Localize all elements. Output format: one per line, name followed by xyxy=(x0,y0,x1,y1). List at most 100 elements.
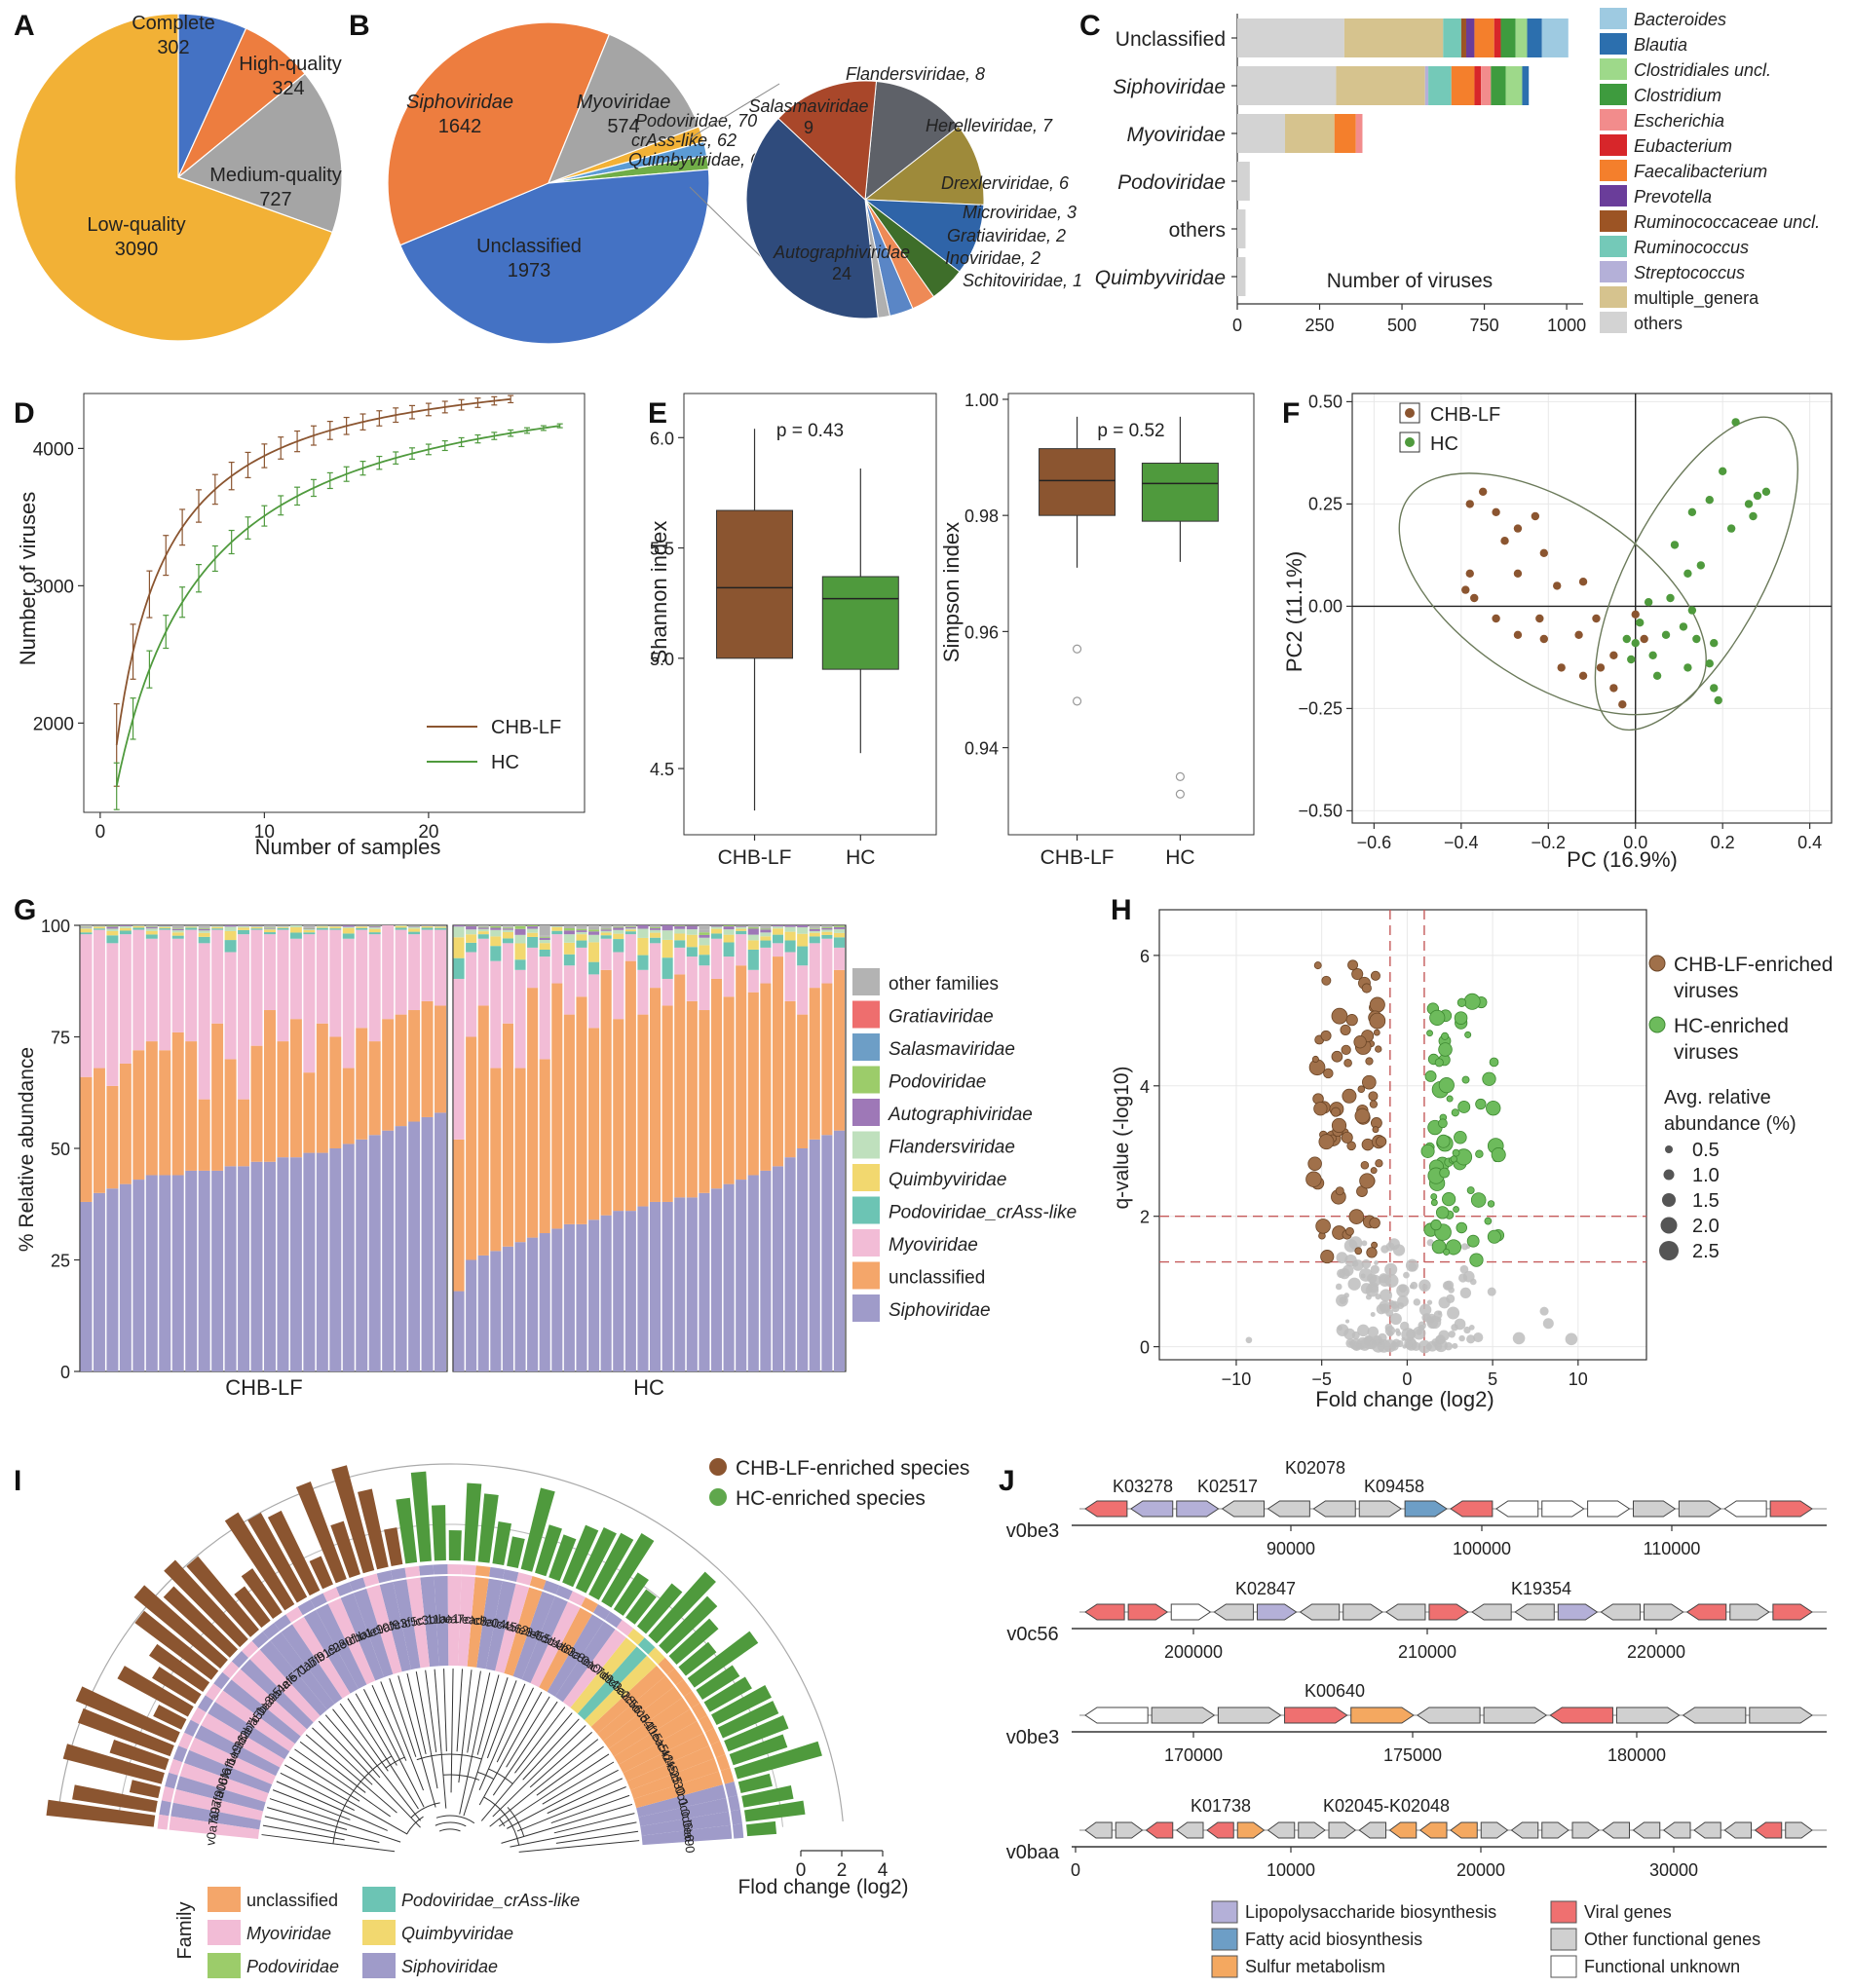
g-bar-flanders xyxy=(502,929,513,932)
j-gene-arrow xyxy=(1221,1500,1265,1518)
h-point-hc xyxy=(1453,1206,1459,1213)
g-bar-autograph xyxy=(490,927,502,930)
i-foldchange-bar xyxy=(636,1583,683,1634)
f-frame-border xyxy=(1351,393,1833,824)
i-family-band xyxy=(608,1697,691,1757)
g-bar-myoviridae xyxy=(477,938,489,1006)
g-bar-crass xyxy=(576,940,587,948)
c-bar-segment xyxy=(1500,19,1516,57)
i-tree-branch xyxy=(501,1827,553,1844)
i-tree-branch xyxy=(425,1669,437,1752)
g-bar-myoviridae xyxy=(93,929,105,1069)
h-point-ns xyxy=(1245,1336,1253,1344)
i-tree-branch xyxy=(507,1808,546,1829)
h-point-chb xyxy=(1351,967,1364,981)
g-legend-swatch xyxy=(852,1066,880,1094)
g-legend-swatch xyxy=(852,1033,880,1061)
j-gene-arrow xyxy=(1127,1603,1169,1621)
c-legend-label: Clostridium xyxy=(1634,86,1721,105)
f-ytick-label: 0.50 xyxy=(1308,392,1342,411)
g-bar-podo xyxy=(490,925,502,928)
g-bar-autograph xyxy=(527,926,539,929)
i-tree-branch xyxy=(545,1769,619,1810)
j-track-tick-label: 110000 xyxy=(1644,1539,1701,1558)
g-legend-label: other families xyxy=(889,974,999,994)
pie-value-complete: 302 xyxy=(157,37,189,58)
f-point-chb-lf xyxy=(1592,614,1601,623)
f-point-hc xyxy=(1648,651,1657,659)
i-tree-branch xyxy=(516,1818,550,1832)
c-legend-label: Escherichia xyxy=(1634,111,1724,131)
g-bar-myoviridae xyxy=(408,934,421,1011)
c-bar-segment xyxy=(1334,114,1356,153)
g-bar-autograph xyxy=(624,927,636,929)
g-bar-quimby xyxy=(539,943,550,950)
g-bar-siphoviridae xyxy=(435,1112,446,1371)
i-tree-branch xyxy=(343,1844,396,1853)
panel-b-pie: Siphoviridae 1642 Myoviridae 574 Unclassifie… xyxy=(387,21,1082,345)
f-ellipse-hc xyxy=(1594,416,1798,731)
g-bar-unclassified xyxy=(408,1010,421,1122)
g-bar-siphoviridae xyxy=(736,1180,747,1371)
g-bar-autograph xyxy=(502,928,513,930)
i-family-ring xyxy=(274,1614,291,1632)
g-bar-unclassified xyxy=(502,1023,513,1247)
pie-label-unclassified: Unclassified xyxy=(476,236,582,257)
g-bar-siphoviridae xyxy=(539,1233,550,1371)
i-tree-branch xyxy=(518,1712,573,1778)
c-xtick-label: 250 xyxy=(1305,316,1335,335)
g-bar-flanders xyxy=(238,925,250,928)
c-category-label: Myoviridae xyxy=(1126,124,1226,146)
i-family-ring xyxy=(529,1576,547,1590)
g-bar-podo xyxy=(613,926,624,928)
inset-label-autographiviridae: Autographiviridae xyxy=(773,243,910,262)
i-legend-hc: HC-enriched species xyxy=(736,1487,926,1510)
i-tree-branch xyxy=(492,1782,527,1818)
h-point-hc xyxy=(1454,1130,1467,1144)
g-bar-flanders xyxy=(224,926,237,931)
g-bar-quimby xyxy=(159,926,171,929)
d-curve-hc xyxy=(115,425,560,787)
g-bar-siphoviridae xyxy=(600,1215,612,1371)
i-tree-branch xyxy=(456,1669,464,1752)
j-legend-swatch xyxy=(1550,1928,1577,1951)
f-xtick-label: −0.4 xyxy=(1444,833,1479,852)
g-group-hc: HC xyxy=(633,1375,664,1400)
inset-slice-autographiviridae xyxy=(745,117,879,319)
i-foldchange-bar xyxy=(109,1740,170,1771)
e-ytick-label: 0.98 xyxy=(964,506,999,526)
i-family-legend-swatch xyxy=(362,1920,396,1945)
i-family-band xyxy=(172,1788,264,1820)
h-point-hc xyxy=(1482,1071,1496,1086)
g-bar-siphoviridae xyxy=(250,1161,263,1371)
g-bar-unclassified xyxy=(710,978,723,1189)
i-foldchange-bar xyxy=(133,1585,228,1669)
h-point-chb xyxy=(1370,970,1380,981)
h-point-ns xyxy=(1447,1306,1460,1320)
h-point-chb xyxy=(1315,1219,1331,1234)
g-bar-otherfam xyxy=(588,926,600,930)
f-point-hc xyxy=(1692,634,1701,644)
c-category-label: Unclassified xyxy=(1116,28,1226,51)
c-bar-segment xyxy=(1491,66,1506,105)
h-legend-chb-1: CHB-LF-enriched xyxy=(1674,954,1833,976)
g-bar-unclassified xyxy=(490,1068,502,1252)
g-bar-unclassified xyxy=(650,988,662,1202)
g-legend-label: Autographiviridae xyxy=(888,1105,1033,1125)
h-point-ns xyxy=(1454,1318,1466,1331)
g-bar-podo xyxy=(760,928,772,930)
i-legend-hc-dot xyxy=(709,1488,727,1506)
j-gene-arrow xyxy=(1284,1707,1348,1724)
f-point-chb-lf xyxy=(1492,507,1500,516)
h-point-ns xyxy=(1369,1274,1381,1287)
e-outlier xyxy=(1072,696,1082,706)
f-legend-label-chb: CHB-LF xyxy=(1430,404,1500,426)
i-axis-label: Flod change (log2) xyxy=(737,1876,908,1898)
g-bar-crass xyxy=(502,938,513,944)
g-bar-myoviridae xyxy=(145,938,158,1042)
i-foldchange-bar xyxy=(309,1556,333,1590)
g-bar-unclassified xyxy=(421,1000,434,1117)
g-legend-swatch xyxy=(852,1294,880,1322)
j-track-name: v0be3 xyxy=(1006,1727,1060,1748)
h-size-legend-dot xyxy=(1662,1193,1676,1207)
